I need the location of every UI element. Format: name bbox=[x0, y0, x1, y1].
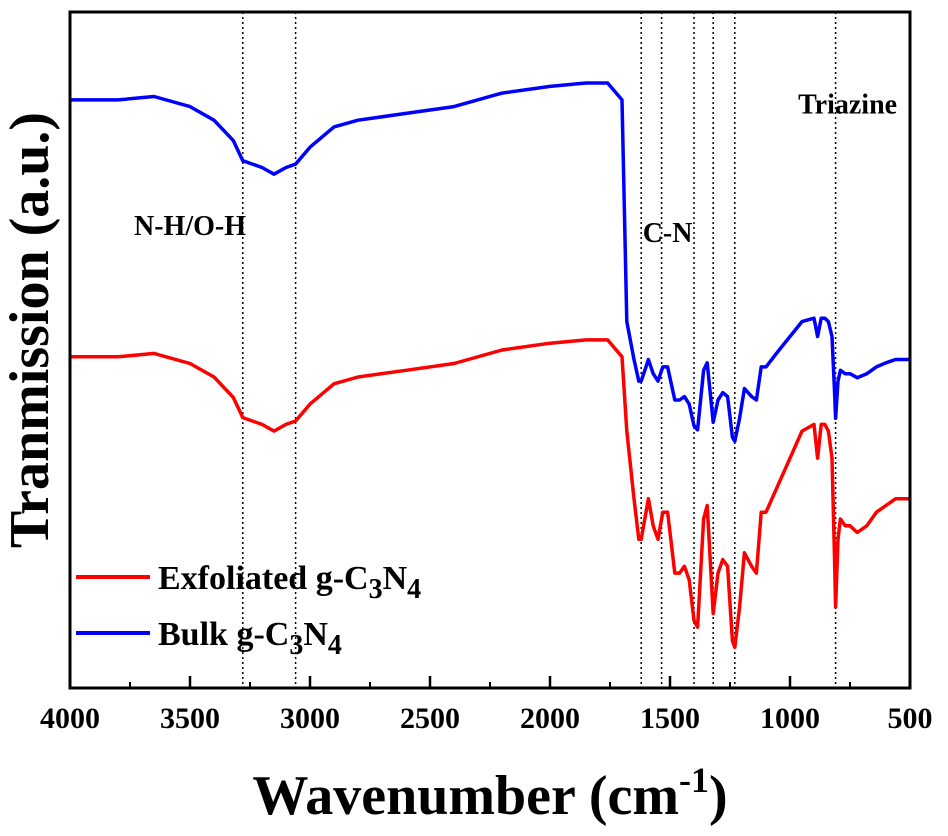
x-ticks bbox=[68, 676, 912, 688]
x-tick-label: 3500 bbox=[160, 702, 220, 735]
series-line-exfoliated bbox=[70, 338, 910, 650]
peak-annotation: Triazine bbox=[798, 89, 897, 120]
x-tick-label: 2000 bbox=[520, 702, 580, 735]
x-tick-label: 2500 bbox=[400, 702, 460, 735]
x-tick-label: 500 bbox=[888, 702, 933, 735]
x-axis-title-superscript: -1 bbox=[679, 760, 709, 800]
legend: Exfoliated g-C3N4 Bulk g-C3N4 bbox=[76, 560, 421, 661]
legend-label-bulk: Bulk g-C3N4 bbox=[158, 616, 342, 661]
peak-annotations: N-H/O-H C-N Triazine bbox=[134, 89, 897, 248]
series-layer bbox=[70, 81, 910, 650]
x-tick-label: 4000 bbox=[40, 702, 100, 735]
x-tick-label: 3000 bbox=[280, 702, 340, 735]
series-line-bulk bbox=[70, 81, 910, 444]
x-tick-labels: 4000 3500 3000 2500 2000 1500 1000 500 bbox=[40, 702, 933, 735]
x-axis-title: Wavenumber (cm-1) bbox=[252, 760, 727, 827]
peak-annotation: C-N bbox=[643, 218, 693, 249]
peak-annotation: N-H/O-H bbox=[134, 211, 246, 242]
legend-label-exfoliated: Exfoliated g-C3N4 bbox=[158, 560, 421, 605]
y-axis-title: Tranmission (a.u.) bbox=[0, 112, 61, 548]
x-tick-label: 1000 bbox=[760, 702, 820, 735]
x-tick-label: 1500 bbox=[640, 702, 700, 735]
